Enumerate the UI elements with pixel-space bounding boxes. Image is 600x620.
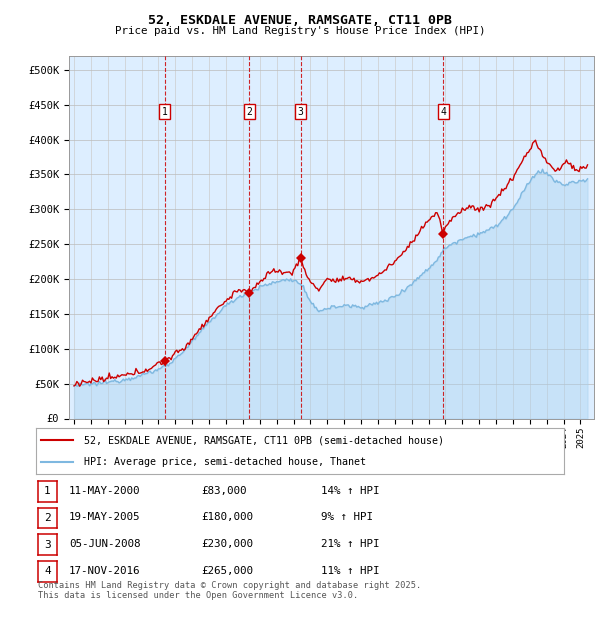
Text: 11-MAY-2000: 11-MAY-2000: [69, 485, 140, 496]
Text: 3: 3: [298, 107, 304, 117]
Text: 9% ↑ HPI: 9% ↑ HPI: [321, 512, 373, 523]
Text: £265,000: £265,000: [201, 565, 253, 576]
Text: 21% ↑ HPI: 21% ↑ HPI: [321, 539, 380, 549]
Text: 4: 4: [44, 566, 51, 577]
Text: HPI: Average price, semi-detached house, Thanet: HPI: Average price, semi-detached house,…: [83, 457, 365, 467]
Text: 3: 3: [44, 539, 51, 550]
Text: 52, ESKDALE AVENUE, RAMSGATE, CT11 0PB: 52, ESKDALE AVENUE, RAMSGATE, CT11 0PB: [148, 14, 452, 27]
Text: 19-MAY-2005: 19-MAY-2005: [69, 512, 140, 523]
Text: 05-JUN-2008: 05-JUN-2008: [69, 539, 140, 549]
Text: £180,000: £180,000: [201, 512, 253, 523]
Text: Contains HM Land Registry data © Crown copyright and database right 2025.
This d: Contains HM Land Registry data © Crown c…: [38, 581, 421, 600]
Text: 2: 2: [247, 107, 252, 117]
Text: £83,000: £83,000: [201, 485, 247, 496]
Text: 52, ESKDALE AVENUE, RAMSGATE, CT11 0PB (semi-detached house): 52, ESKDALE AVENUE, RAMSGATE, CT11 0PB (…: [83, 435, 443, 445]
Text: 1: 1: [162, 107, 167, 117]
Text: 4: 4: [440, 107, 446, 117]
Text: 17-NOV-2016: 17-NOV-2016: [69, 565, 140, 576]
Text: £230,000: £230,000: [201, 539, 253, 549]
Text: 2: 2: [44, 513, 51, 523]
Text: Price paid vs. HM Land Registry's House Price Index (HPI): Price paid vs. HM Land Registry's House …: [115, 26, 485, 36]
Text: 11% ↑ HPI: 11% ↑ HPI: [321, 565, 380, 576]
Text: 14% ↑ HPI: 14% ↑ HPI: [321, 485, 380, 496]
Text: 1: 1: [44, 486, 51, 497]
